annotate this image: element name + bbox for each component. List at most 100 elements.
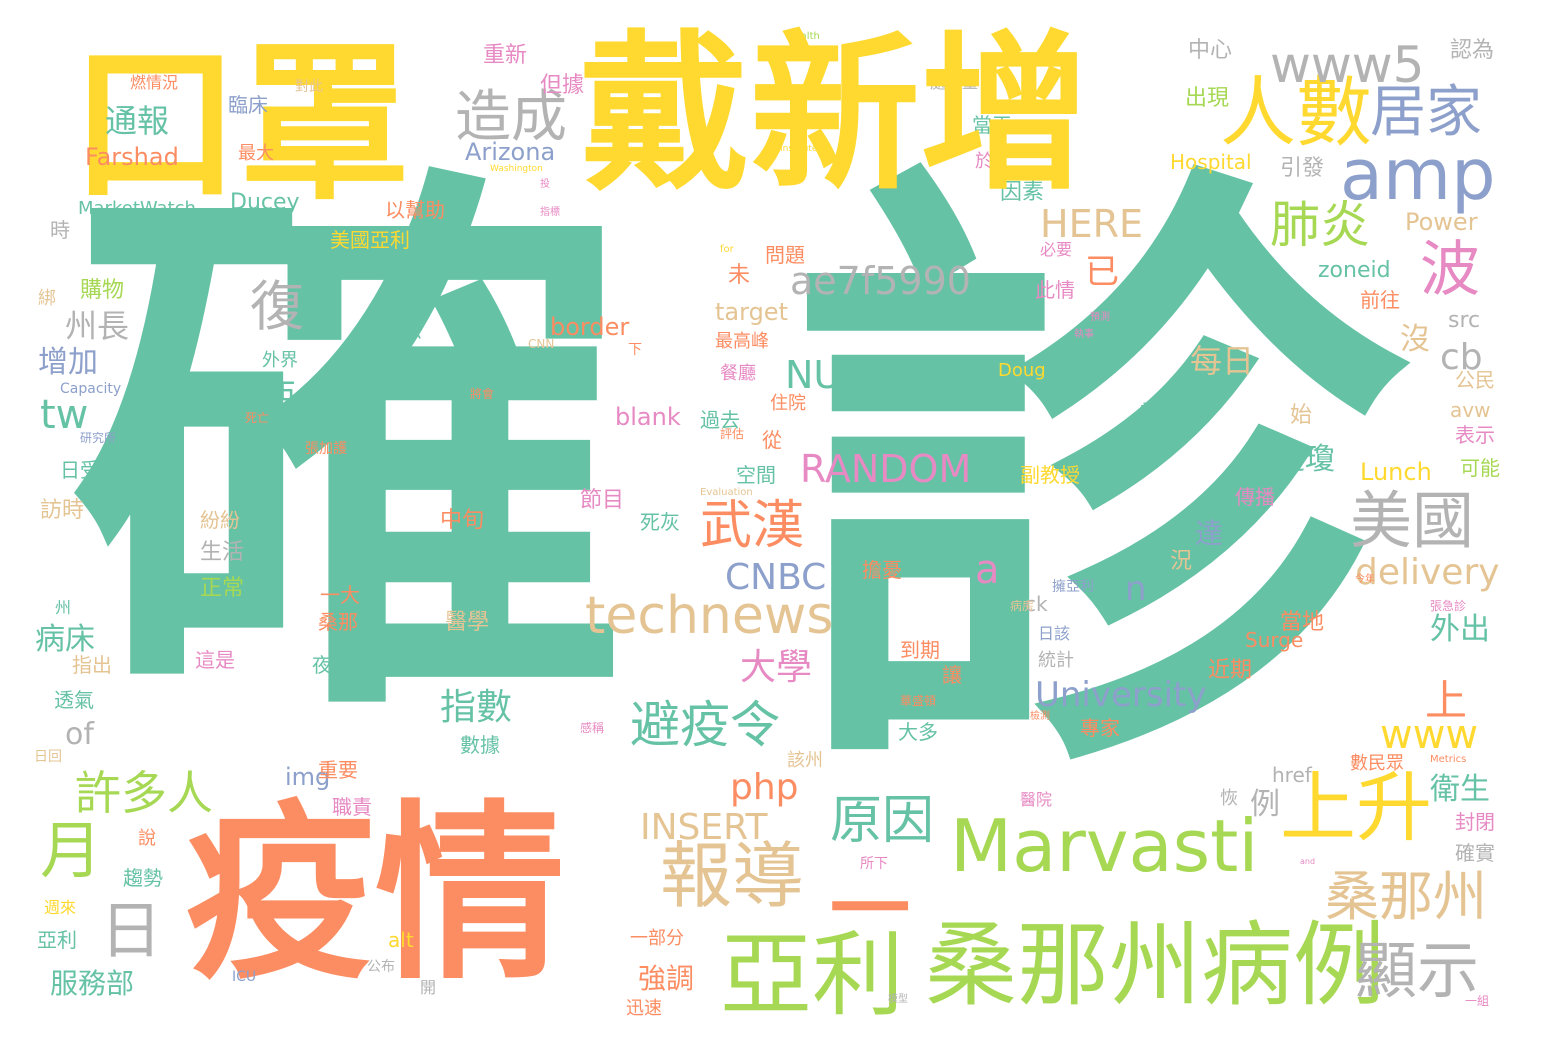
cloud-word-126: 說 [138,828,156,849]
cloud-word-7: Marvasti [950,804,1259,888]
cloud-word-113: 正常 [200,576,245,601]
cloud-word-13: amp [1340,134,1496,216]
cloud-word-40: n [1125,569,1147,609]
cloud-word-106: 購物 [80,278,125,303]
cloud-word-182: 擁亞利 [1052,579,1094,595]
cloud-word-145: 傳播 [1235,485,1275,509]
cloud-word-188: 執事 [1074,329,1094,340]
cloud-word-185: 模型 [888,994,908,1005]
cloud-word-120: 讓 [942,663,962,687]
cloud-word-172: Evaluation [700,487,753,498]
cloud-word-170: Institute [780,144,818,154]
cloud-word-28: HERE [1040,202,1143,246]
cloud-word-42: a [975,547,1000,593]
cloud-word-93: 沒 [1400,322,1430,357]
cloud-word-53: 每日 [1190,342,1255,380]
cloud-word-47: 病床 [35,622,95,657]
cloud-word-8: 人數 [1220,68,1372,157]
cloud-word-116: 夜店 [312,653,352,677]
cloud-word-191: 投 [540,179,550,190]
cloud-word-112: 生活 [200,540,245,565]
cloud-word-76: 燃情況 [130,73,179,92]
cloud-word-22: 原因 [830,791,935,851]
cloud-word-72: 認為 [1450,38,1495,63]
cloud-word-139: 統計 [1038,650,1074,671]
cloud-word-165: 指出 [72,653,112,677]
cloud-word-169: Health [787,31,820,42]
cloud-word-19: 造成 [455,85,567,150]
cloud-word-146: 達 [1195,517,1224,550]
cloud-word-87: 美國亞利 [330,228,410,252]
cloud-word-91: 此情 [1035,278,1075,302]
cloud-word-173: Metrics [1430,754,1467,765]
cloud-word-171: Washington [490,164,543,174]
cloud-word-74: 重新 [483,43,528,68]
cloud-word-144: 盡速 [1140,401,1185,426]
cloud-word-100: 節目 [580,488,625,513]
cloud-word-127: 趨勢 [123,866,163,890]
cloud-word-142: 副教授 [1020,463,1080,487]
cloud-word-66: zoneid [1318,258,1391,283]
cloud-word-149: 表示 [1455,423,1495,447]
cloud-word-174: for [720,244,734,255]
cloud-word-80: 處置量 [930,73,979,92]
cloud-word-187: 預測 [1090,312,1110,323]
cloud-word-152: 恢 [1220,788,1238,809]
cloud-word-58: border [550,313,630,341]
cloud-word-131: 公布 [367,959,395,975]
cloud-word-153: 確實 [1455,841,1495,865]
cloud-word-63: 強調 [638,962,695,995]
cloud-word-9: 上升 [1280,763,1432,852]
cloud-word-168: Doug [998,360,1046,381]
cloud-word-164: 透氣 [54,688,94,712]
cloud-word-129: 亞利 [37,928,77,952]
cloud-word-117: 醫學 [445,610,490,635]
cloud-word-top-1: 確 [70,129,630,781]
cloud-word-143: 防止 [1105,438,1145,462]
cloud-word-27: 許多人 [75,766,213,820]
cloud-word-88: 問題 [765,243,805,267]
cloud-word-35: University [1035,675,1207,715]
cloud-word-84: 引發 [1280,156,1325,181]
cloud-word-24: 日 [100,894,163,967]
cloud-word-94: 最高峰 [715,331,769,352]
cloud-word-162: Capacity [60,381,122,397]
cloud-word-5: 桑那州病例 [925,912,1386,1019]
cloud-word-15: 顯示 [1355,934,1480,1007]
cloud-word-11: technews [585,586,834,646]
cloud-word-193: 評估 [720,427,745,441]
cloud-word-67: src [1448,308,1481,333]
cloud-word-157: Surge [1245,628,1304,652]
cloud-word-194: 一組 [1465,994,1490,1008]
cloud-word-39: www [1380,712,1479,758]
cloud-word-38: 上 [1425,676,1468,725]
cloud-word-154: 封閉 [1455,810,1495,834]
cloud-word-115: 桑那 [318,610,358,634]
cloud-word-69: Ducey [230,190,300,215]
cloud-word-147: 況 [1170,549,1193,574]
cloud-word-175: and [1300,857,1316,866]
cloud-word-18: www5 [1270,36,1425,94]
cloud-word-64: Lunch [1360,458,1432,486]
cloud-word-125: 重要 [318,758,358,782]
cloud-word-158: href [1272,763,1312,787]
cloud-word-108: 時 [50,218,70,242]
cloud-word-107: 綁 [38,288,56,309]
cloud-word-32: CNBC [725,557,827,598]
cloud-word-33: delivery [1355,552,1500,593]
cloud-word-25: 月 [40,814,103,887]
cloud-word-123: 數據 [460,733,500,757]
cloud-word-43: 指數 [440,687,513,728]
cloud-word-99: 過去 [700,408,740,432]
cloud-word-96: 住院 [770,393,806,414]
cloud-word-97: 從 [762,428,782,452]
cloud-word-top-2: 戴新增 [580,16,1091,214]
cloud-word-103: 酒吧 [307,408,347,432]
cloud-word-3: 疫情 [185,784,566,1005]
cloud-word-45: 增加 [38,345,98,380]
cloud-word-190: 死亡 [245,411,270,425]
cloud-word-184: 華盛頓 [900,694,937,708]
cloud-word-151: 公民 [1455,368,1495,392]
cloud-word-128: 週來 [44,898,77,917]
